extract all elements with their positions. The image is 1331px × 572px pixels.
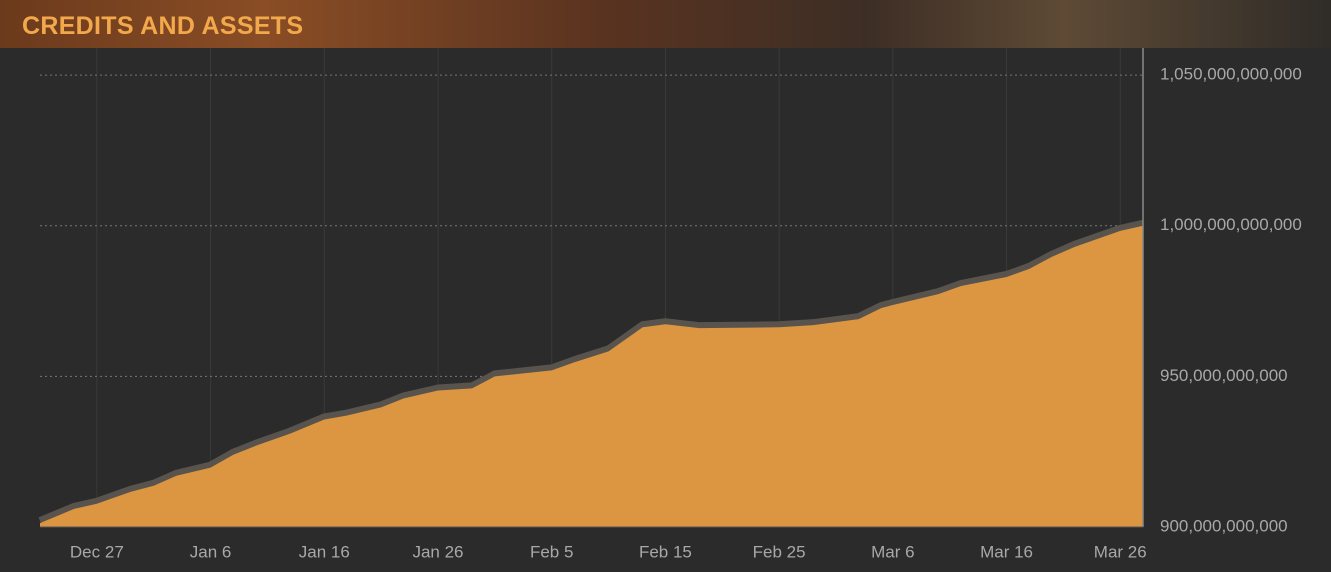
y-tick-label: 1,050,000,000,000	[1160, 65, 1302, 84]
area-edge	[38, 219, 1144, 525]
x-tick-label: Mar 26	[1094, 542, 1147, 561]
x-tick-label: Jan 16	[299, 542, 350, 561]
x-tick-label: Feb 25	[753, 542, 806, 561]
x-tick-label: Dec 27	[70, 542, 124, 561]
x-tick-label: Jan 26	[412, 542, 463, 561]
y-tick-label: 950,000,000,000	[1160, 366, 1288, 385]
x-tick-label: Mar 6	[871, 542, 914, 561]
x-tick-label: Feb 15	[639, 542, 692, 561]
area	[40, 225, 1143, 528]
header-banner: CREDITS AND ASSETS	[0, 0, 1331, 48]
x-tick-label: Feb 5	[530, 542, 573, 561]
x-tick-label: Mar 16	[980, 542, 1033, 561]
x-tick-label: Jan 6	[190, 542, 232, 561]
y-tick-label: 1,000,000,000,000	[1160, 215, 1302, 234]
y-tick-label: 900,000,000,000	[1160, 516, 1288, 535]
chart-title: CREDITS AND ASSETS	[22, 12, 304, 40]
chart: Dec 27 Jan 6 Jan 16 Jan 26 Feb 5 Feb 15 Feb 25…	[38, 48, 1302, 561]
